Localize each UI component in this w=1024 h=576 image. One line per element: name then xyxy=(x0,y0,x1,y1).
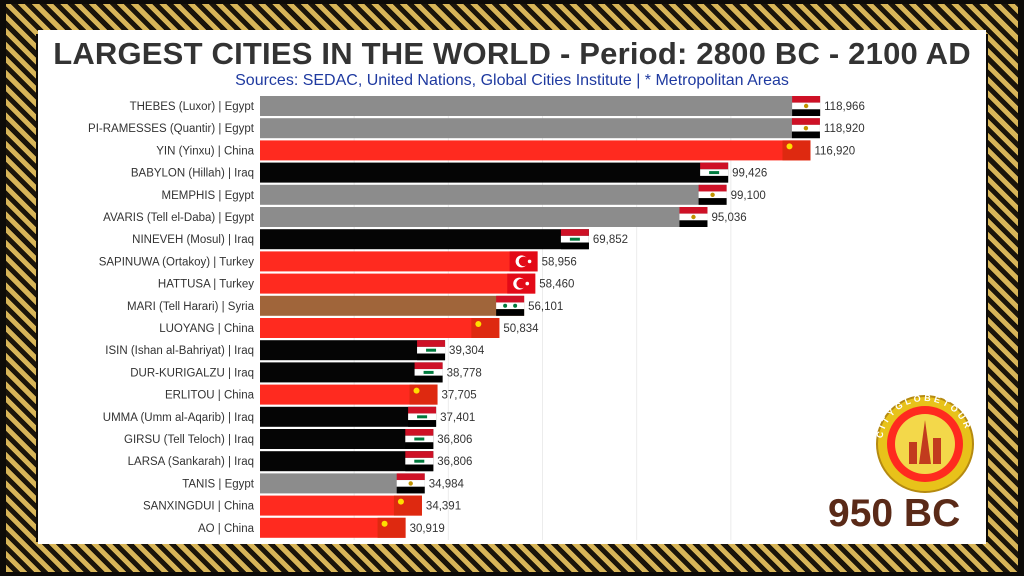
flag-turkey-icon xyxy=(509,251,538,272)
city-label: DUR-KURIGALZU | Iraq xyxy=(130,367,254,379)
bar xyxy=(260,251,538,272)
flag-iraq-icon xyxy=(700,162,729,183)
bar xyxy=(260,495,422,516)
city-label: MEMPHIS | Egypt xyxy=(162,190,255,202)
flag-egypt-icon xyxy=(396,473,425,494)
bar xyxy=(260,118,820,139)
flag-egypt-icon xyxy=(792,96,821,116)
flag-china-icon xyxy=(782,140,811,161)
flag-turkey-icon xyxy=(507,273,536,294)
flag-iraq-icon xyxy=(408,406,437,427)
bar xyxy=(260,162,729,183)
bar xyxy=(260,96,821,116)
city-label: AO | China xyxy=(198,523,255,535)
city-label: UMMA (Umm al-Aqarib) | Iraq xyxy=(103,412,254,424)
value-label: 58,956 xyxy=(542,256,577,268)
bar xyxy=(260,140,811,161)
flag-egypt-icon xyxy=(679,207,708,227)
flag-iraq-icon xyxy=(414,362,443,383)
value-label: 39,304 xyxy=(449,345,485,357)
city-label: LARSA (Sankarah) | Iraq xyxy=(128,456,254,468)
bar xyxy=(260,473,425,494)
city-label: ISIN (Ishan al-Bahriyat) | Iraq xyxy=(105,345,254,357)
bar-chart: THEBES (Luxor) | Egypt 118,966 PI-RAMESSES… xyxy=(88,96,865,540)
bar xyxy=(260,406,437,427)
value-label: 69,852 xyxy=(593,234,628,246)
flag-syria-icon xyxy=(496,295,525,316)
flag-china-icon xyxy=(471,318,500,338)
chart-panel: LARGEST CITIES IN THE WORLD - Period: 28… xyxy=(38,30,986,544)
flag-iraq-icon xyxy=(405,451,434,472)
value-label: 38,778 xyxy=(447,367,482,379)
cityglobetour-logo: CITYGLOBETOUR xyxy=(875,394,974,493)
flag-china-icon xyxy=(377,517,406,538)
bar xyxy=(260,362,443,383)
city-label: YIN (Yinxu) | China xyxy=(156,145,254,157)
value-label: 37,401 xyxy=(440,412,475,424)
value-label: 30,919 xyxy=(410,523,445,535)
city-label: PI-RAMESSES (Quantir) | Egypt xyxy=(88,123,255,135)
city-label: MARI (Tell Harari) | Syria xyxy=(127,301,255,313)
city-label: NINEVEH (Mosul) | Iraq xyxy=(132,234,254,246)
flag-china-icon xyxy=(409,384,438,405)
value-label: 58,460 xyxy=(539,279,574,291)
city-label: THEBES (Luxor) | Egypt xyxy=(130,101,255,113)
value-label: 116,920 xyxy=(814,145,855,157)
bar xyxy=(260,229,589,250)
value-label: 118,920 xyxy=(824,123,865,135)
bar xyxy=(260,384,438,405)
value-label: 34,984 xyxy=(429,478,465,490)
city-label: AVARIS (Tell el-Daba) | Egypt xyxy=(103,212,255,224)
bar xyxy=(260,184,727,205)
bar xyxy=(260,318,500,338)
value-label: 34,391 xyxy=(426,501,461,513)
value-label: 99,426 xyxy=(732,168,767,180)
value-label: 50,834 xyxy=(503,323,539,335)
city-label: SANXINGDUI | China xyxy=(143,501,255,513)
year-label: 950 BC xyxy=(828,492,961,535)
bar xyxy=(260,451,434,472)
chart-title: LARGEST CITIES IN THE WORLD - Period: 28… xyxy=(53,36,971,71)
value-label: 37,705 xyxy=(442,390,477,402)
bar xyxy=(260,340,446,361)
value-label: 95,036 xyxy=(711,212,746,224)
city-label: BABYLON (Hillah) | Iraq xyxy=(131,168,254,180)
value-label: 56,101 xyxy=(528,301,563,313)
city-label: SAPINUWA (Ortakoy) | Turkey xyxy=(99,256,255,268)
city-label: LUOYANG | China xyxy=(159,323,254,335)
value-label: 36,806 xyxy=(437,434,472,446)
flag-china-icon xyxy=(393,495,422,516)
city-label: TANIS | Egypt xyxy=(182,478,255,490)
bar xyxy=(260,295,525,316)
city-label: HATTUSA | Turkey xyxy=(158,279,254,291)
bar xyxy=(260,273,536,294)
flag-egypt-icon xyxy=(698,184,727,205)
city-label: GIRSU (Tell Teloch) | Iraq xyxy=(124,434,254,446)
chart-subtitle: Sources: SEDAC, United Nations, Global C… xyxy=(235,72,789,89)
bar xyxy=(260,429,434,449)
flag-iraq-icon xyxy=(560,229,589,250)
bar xyxy=(260,207,708,227)
flag-iraq-icon xyxy=(405,429,434,449)
city-label: ERLITOU | China xyxy=(165,390,255,402)
bar xyxy=(260,517,406,538)
flag-iraq-icon xyxy=(417,340,446,361)
value-label: 36,806 xyxy=(437,456,472,468)
value-label: 99,100 xyxy=(731,190,766,202)
value-label: 118,966 xyxy=(824,101,865,113)
flag-egypt-icon xyxy=(791,118,820,139)
